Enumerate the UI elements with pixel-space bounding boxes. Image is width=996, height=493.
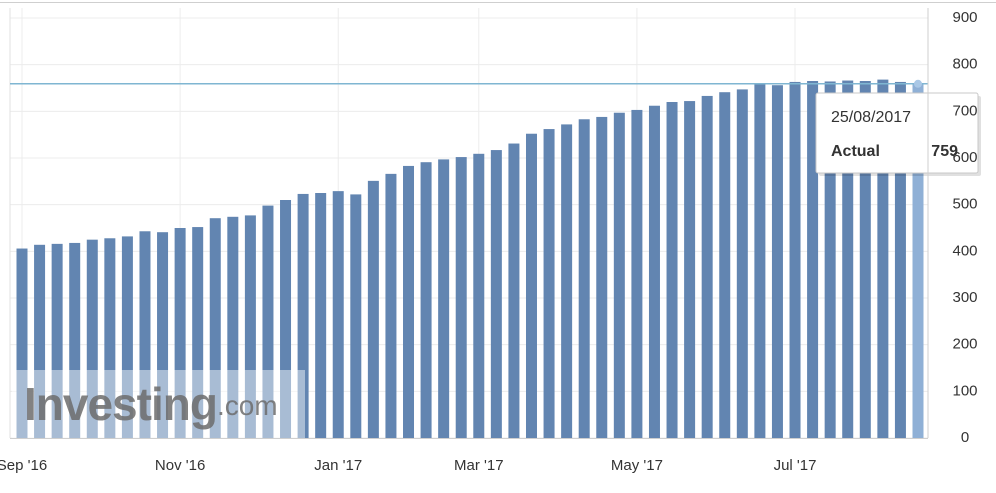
bar [648, 105, 660, 438]
bar [824, 81, 836, 438]
bar [367, 180, 379, 438]
bar [894, 81, 906, 438]
bar [34, 244, 46, 438]
bar [754, 84, 766, 439]
bar [420, 162, 432, 438]
watermark-brand: Investing [24, 378, 217, 430]
bar [912, 83, 924, 439]
bar [139, 231, 151, 438]
x-tick-label: Jul '17 [774, 457, 817, 474]
bar [455, 157, 467, 439]
y-tick-label: 800 [952, 56, 977, 73]
y-tick-label: 500 [952, 196, 977, 213]
bar [490, 150, 502, 439]
bar [121, 236, 133, 438]
bar [719, 92, 731, 438]
bar [543, 129, 555, 439]
bar [51, 243, 63, 438]
bar [244, 215, 256, 438]
watermark-backdrop [12, 370, 305, 438]
y-tick-label: 300 [952, 289, 977, 306]
bar [280, 200, 292, 438]
bar [332, 191, 344, 438]
watermark-suffix: .com [217, 390, 278, 421]
x-tick-label: Jan '17 [314, 457, 362, 474]
y-tick-label: 600 [952, 149, 977, 166]
bar [596, 116, 608, 438]
y-tick-label: 900 [952, 9, 977, 26]
bar [86, 239, 98, 438]
bar [842, 80, 854, 439]
x-tick-label: May '17 [611, 457, 663, 474]
bar [807, 81, 819, 438]
bar [16, 248, 28, 438]
bar [69, 242, 81, 438]
tooltip-value: 759 [931, 143, 958, 160]
x-tick-label: Sep '16 [0, 457, 47, 474]
bar [385, 173, 397, 438]
watermark: Investing.com [24, 378, 278, 430]
bar [736, 89, 748, 439]
bar [666, 102, 678, 438]
crosshair-marker [914, 79, 922, 88]
x-tick-label: Nov '16 [155, 457, 205, 474]
bar [877, 79, 889, 438]
y-tick-label: 0 [961, 429, 969, 446]
bar [297, 193, 309, 438]
y-tick-label: 100 [952, 382, 977, 399]
bar [104, 238, 116, 438]
y-tick-label: 200 [952, 336, 977, 353]
bar [771, 85, 783, 438]
bar [701, 95, 713, 438]
bar [859, 81, 871, 438]
x-tick-label: Mar '17 [454, 457, 504, 474]
bar [613, 112, 625, 438]
bar [508, 143, 520, 439]
y-tick-label: 700 [952, 102, 977, 119]
bar [631, 109, 643, 438]
bar [473, 153, 485, 439]
tooltip [815, 92, 979, 174]
bar [192, 227, 204, 438]
bar [789, 81, 801, 438]
bar [209, 218, 221, 438]
bar [174, 228, 186, 438]
bar [227, 216, 239, 438]
bar [438, 159, 450, 438]
y-tick-label: 400 [952, 242, 977, 259]
tooltip-date: 25/08/2017 [831, 109, 911, 126]
bar [262, 205, 274, 438]
bar [403, 165, 415, 438]
bar [350, 194, 362, 438]
bar [525, 133, 537, 438]
bar [157, 232, 169, 438]
bar [561, 124, 573, 439]
tooltip-label: Actual [831, 143, 880, 160]
bar [578, 119, 590, 439]
bar [684, 101, 696, 439]
bar [315, 193, 327, 438]
